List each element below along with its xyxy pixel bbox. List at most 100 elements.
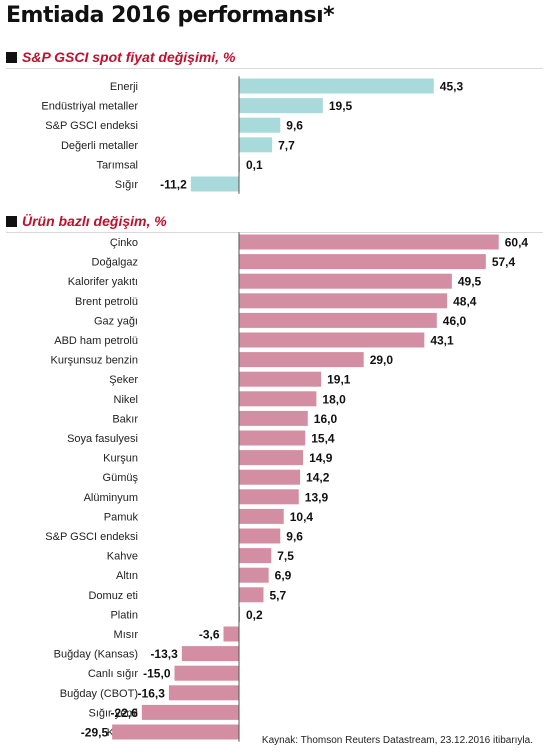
value-label: 10,4 [290,510,314,524]
bar [239,371,322,387]
value-label: -16,3 [138,686,166,700]
bar [239,293,448,309]
bar [239,489,299,505]
category-label: Platin [110,609,138,621]
bar [239,548,272,564]
value-label: 9,6 [286,119,303,133]
section1-square-icon [6,51,17,63]
section2-square-icon [6,215,17,227]
category-label: Kurşunsuz benzin [51,355,138,367]
category-label: S&P GSCI endeksi [45,531,138,543]
value-label: 57,4 [492,255,516,269]
bar [223,626,239,642]
value-label: 46,0 [443,314,467,328]
category-label: Buğday (CBOT) [60,688,138,700]
category-label: Endüstriyal metaller [41,101,138,113]
category-label: Tarımsal [96,159,138,171]
category-label: Doğalgaz [92,257,138,269]
value-label: 13,9 [305,490,329,504]
category-label: Bakır [112,413,138,425]
value-label: 0,2 [246,608,263,622]
category-label: Brent petrolü [75,296,138,308]
bar [239,273,452,289]
bar [239,430,306,446]
category-label: Şeker [109,374,138,386]
category-label: Gümüş [103,472,139,484]
section1-divider [6,68,543,69]
category-label: Enerji [110,81,138,93]
category-label: Kurşun [103,453,138,465]
bar [190,176,239,192]
value-label: 49,5 [458,275,482,289]
value-label: 29,0 [370,353,394,367]
bar [239,117,281,133]
category-label: Mısır [114,629,139,641]
value-label: -13,3 [150,647,178,661]
category-label: Değerli metaller [61,140,138,152]
section1-header: S&P GSCI spot fiyat değişimi, % [6,47,235,67]
category-label: Sığır [115,179,139,191]
value-label: 14,2 [306,471,330,485]
value-label: 6,9 [275,569,292,583]
bar [239,312,437,328]
bar [239,410,308,426]
section2-title: Ürün bazlı değişim, % [22,213,167,229]
value-label: -11,2 [160,178,187,192]
bar [239,508,284,524]
value-label: 5,7 [270,588,287,602]
bar [239,528,281,544]
value-label: 60,4 [505,236,529,250]
bar [239,137,273,153]
bar [174,665,239,681]
category-label: ABD ham petrolü [54,335,138,347]
value-label: 7,5 [277,549,294,563]
section2-divider [6,232,543,233]
value-label: 48,4 [453,294,477,308]
category-label: Nikel [114,394,138,406]
value-label: 14,9 [309,451,333,465]
bar [239,450,304,466]
category-label: Domuz eti [88,590,138,602]
value-label: 19,1 [327,373,351,387]
value-label: -29,5 [81,726,109,740]
bar [141,704,239,720]
value-label: 43,1 [430,334,454,348]
section2-header: Ürün bazlı değişim, % [6,211,167,231]
value-label: 15,4 [311,432,335,446]
value-label: 0,1 [246,158,263,172]
bar [239,78,434,94]
category-label: Sığır yemi [88,707,138,719]
page-title: Emtiada 2016 performansı* [6,3,335,28]
bar [239,587,264,603]
value-label: 16,0 [314,412,338,426]
bar [168,685,239,701]
bar [112,724,239,740]
category-label: Çinko [110,237,138,249]
category-label: Buğday (Kansas) [54,649,138,661]
value-label: -15,0 [143,667,171,681]
category-label: Canlı sığır [88,668,138,680]
bar [239,391,317,407]
category-label: Pamuk [104,511,139,523]
bar [181,646,239,662]
value-label: 45,3 [440,80,464,94]
bar [239,469,301,485]
value-label: -22,6 [110,706,138,720]
category-label: Altın [116,570,138,582]
value-label: 18,0 [322,392,346,406]
category-label: S&P GSCI endeksi [45,120,138,132]
value-label: 7,7 [278,138,295,152]
category-label: Gaz yağı [94,315,138,327]
value-label: -3,6 [199,628,220,642]
bar [239,332,425,348]
bar [239,254,486,270]
bar [239,352,364,368]
section1-title: S&P GSCI spot fiyat değişimi, % [22,49,236,65]
category-label: Soya fasulyesi [67,433,138,445]
bar [239,98,323,114]
source-note: Kaynak: Thomson Reuters Datastream, 23.1… [261,735,533,746]
value-label: 9,6 [286,530,303,544]
bar [239,234,499,250]
value-label: 19,5 [329,99,353,113]
